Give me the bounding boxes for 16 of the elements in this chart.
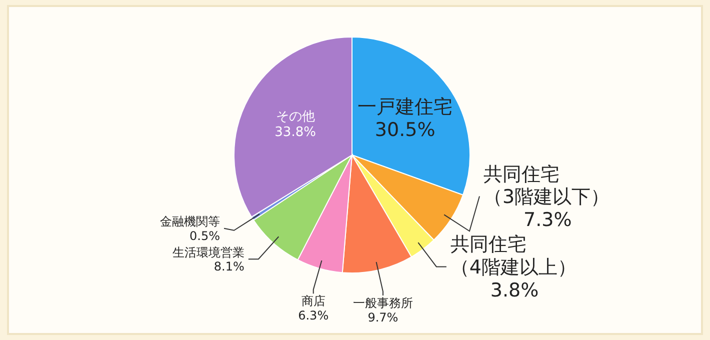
data-label: 33.8% xyxy=(274,124,316,140)
data-label: 9.7% xyxy=(368,310,398,324)
slice-label: 一般事務所 xyxy=(352,296,413,310)
slice-label: 商店 xyxy=(301,294,326,308)
slice-label: その他 xyxy=(276,109,315,124)
slice-label: 金融機関等 xyxy=(160,214,220,228)
data-label: 6.3% xyxy=(298,308,329,322)
data-label: 0.5% xyxy=(190,228,220,243)
slice-label: 共同住宅（4階建以上） xyxy=(450,234,577,279)
slice-label: 一戸建住宅 xyxy=(358,96,453,118)
slice-label: 共同住宅（3階建以下） xyxy=(483,163,610,208)
data-label: 8.1% xyxy=(214,260,244,274)
slice-label: 生活環境営業 xyxy=(172,245,244,260)
data-label: 3.8% xyxy=(490,279,539,302)
data-label: 30.5% xyxy=(374,118,436,141)
data-label: 7.3% xyxy=(523,208,572,231)
